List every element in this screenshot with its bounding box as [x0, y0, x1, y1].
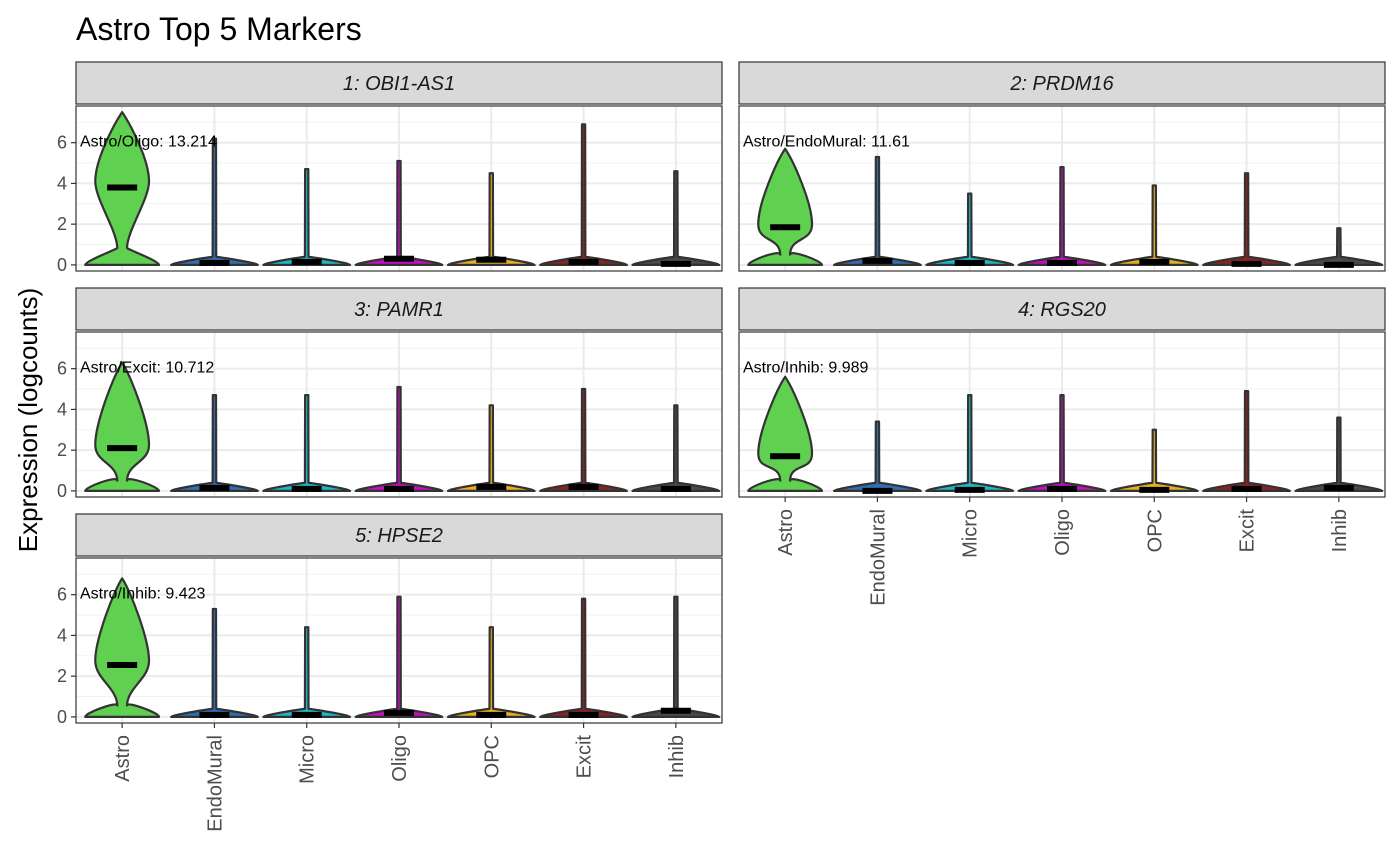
violin-oligo [1017, 166, 1107, 266]
violin-micro [262, 626, 352, 718]
marker-annotation: Astro/EndoMural: 11.61 [743, 134, 910, 151]
facet-panel: 2: PRDM16 Astro/EndoMural: 11.61 [738, 61, 1386, 272]
violin-micro [925, 192, 1015, 266]
facet-strip-label: 1: OBI1-AS1 [343, 73, 455, 95]
x-tick-label: Micro [297, 735, 319, 784]
y-tick-label: 2 [57, 214, 67, 234]
violin-excit [539, 123, 629, 266]
panel-border [738, 105, 1386, 272]
y-tick-label: 4 [57, 625, 67, 645]
chart-title: Astro Top 5 Markers [76, 11, 362, 47]
y-tick-label: 4 [57, 399, 67, 419]
violin-opc [446, 404, 536, 492]
violin-opc [1109, 184, 1199, 266]
y-tick-label: 2 [57, 666, 67, 686]
x-tick-label: Inhib [1329, 509, 1351, 552]
facet-panel: 1: OBI1-AS1 Astro/Oligo: 13.214 0 2 4 6 [57, 61, 723, 275]
y-tick-label: 6 [57, 585, 67, 605]
violin-inhib [631, 404, 721, 492]
violin-inhib [1294, 416, 1384, 492]
violin-inhib [631, 170, 721, 266]
y-tick-label: 4 [57, 173, 67, 193]
violin-opc [1109, 428, 1199, 492]
violin-micro [262, 394, 352, 492]
facet-strip-label: 4: RGS20 [1018, 299, 1106, 321]
violin-excit [539, 387, 629, 492]
violin-endomural [169, 607, 259, 718]
y-tick-label: 0 [57, 707, 67, 727]
x-tick-label: EndoMural [867, 509, 889, 606]
x-tick-label: Oligo [1052, 509, 1074, 556]
x-tick-label: Inhib [666, 735, 688, 778]
violin-excit [1202, 389, 1292, 492]
x-tick-label: Oligo [389, 735, 411, 782]
y-tick-label: 0 [57, 255, 67, 275]
facet-panel: 3: PAMR1 Astro/Excit: 10.712 0 2 4 6 [57, 287, 723, 501]
violin-astro [84, 577, 161, 718]
violin-astro [747, 147, 824, 266]
facet-panel: 4: RGS20 Astro/Inhib: 9.989 Astro EndoMural… [738, 287, 1386, 606]
violin-endomural [169, 137, 259, 266]
violin-inhib [1294, 227, 1384, 266]
violin-endomural [832, 420, 922, 492]
facet-strip-label: 5: HPSE2 [355, 525, 443, 547]
facet-strip [75, 287, 723, 331]
x-tick-label: Astro [775, 509, 797, 556]
x-tick-label: OPC [1144, 509, 1166, 552]
violin-excit [539, 597, 629, 718]
x-tick-label: Excit [1237, 509, 1259, 553]
x-tick-label: Excit [574, 735, 596, 779]
violin-endomural [169, 394, 259, 492]
violin-astro [84, 361, 161, 492]
facet-strip [738, 61, 1386, 105]
marker-annotation: Astro/Oligo: 13.214 [80, 134, 217, 151]
panel-border [75, 105, 723, 272]
violin-micro [262, 168, 352, 266]
facet-strip-label: 3: PAMR1 [354, 299, 444, 321]
violin-oligo [354, 595, 444, 718]
violin-micro [925, 394, 1015, 492]
violin-excit [1202, 172, 1292, 266]
y-tick-label: 6 [57, 359, 67, 379]
violin-astro [747, 375, 824, 492]
y-axis-label: Expression (logcounts) [13, 288, 43, 552]
panel-border [75, 331, 723, 498]
marker-annotation: Astro/Inhib: 9.989 [743, 360, 869, 377]
violin-oligo [1017, 394, 1107, 492]
x-tick-label: Micro [960, 509, 982, 558]
marker-annotation: Astro/Inhib: 9.423 [80, 586, 206, 603]
violin-oligo [354, 385, 444, 492]
x-tick-label: OPC [481, 735, 503, 778]
facet-strip [75, 513, 723, 557]
y-tick-label: 6 [57, 133, 67, 153]
facet-strip [75, 61, 723, 105]
facet-panel: 5: HPSE2 Astro/Inhib: 9.423 0 2 4 6 Astro EndoM… [57, 513, 723, 832]
x-tick-label: Astro [112, 735, 134, 782]
violin-endomural [832, 155, 922, 266]
facet-panels: 1: OBI1-AS1 Astro/Oligo: 13.214 0 2 4 6 2: PRD… [57, 61, 1386, 832]
facet-strip-label: 2: PRDM16 [1009, 73, 1114, 95]
y-tick-label: 2 [57, 440, 67, 460]
violin-opc [446, 626, 536, 718]
marker-annotation: Astro/Excit: 10.712 [80, 360, 214, 377]
x-tick-label: EndoMural [204, 735, 226, 832]
y-tick-label: 0 [57, 481, 67, 501]
facet-strip [738, 287, 1386, 331]
